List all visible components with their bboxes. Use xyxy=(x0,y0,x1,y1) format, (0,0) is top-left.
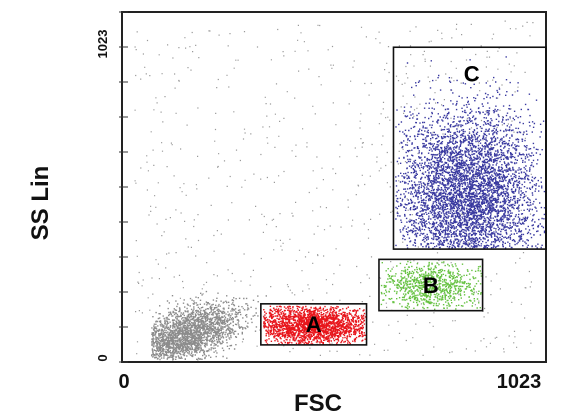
y-tick-label-min: 0 xyxy=(95,354,110,361)
gates: A B C xyxy=(260,46,547,346)
population-debris-points xyxy=(151,290,267,361)
population-c-points xyxy=(395,56,546,250)
gate-c-box xyxy=(392,46,547,250)
population-b-points xyxy=(380,260,483,310)
data-points xyxy=(134,20,546,361)
y-tick-label-max: 1023 xyxy=(95,30,110,59)
population-a-points xyxy=(263,305,366,345)
gate-a-label: A xyxy=(306,312,322,337)
gate-b-box xyxy=(378,258,484,312)
gate-b-label: B xyxy=(423,273,439,298)
axis-ticks xyxy=(119,11,128,363)
x-tick-label-min: 0 xyxy=(118,371,129,393)
gate-c-label: C xyxy=(464,61,480,86)
y-axis-title: SS Lin xyxy=(27,166,54,241)
x-tick-label-max: 1023 xyxy=(497,371,542,393)
x-axis-title: FSC xyxy=(294,390,342,417)
gate-a-box xyxy=(260,303,368,346)
